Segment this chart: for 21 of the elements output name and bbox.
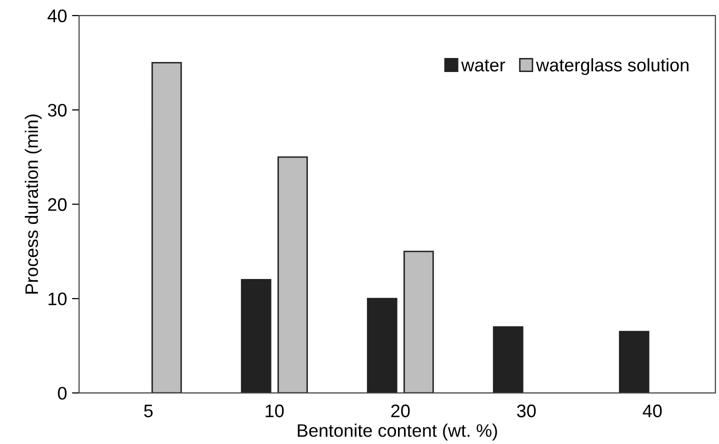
- x-tick-label: 30: [517, 404, 536, 418]
- bar: [618, 330, 650, 393]
- bar: [240, 279, 272, 393]
- legend-label: water: [461, 60, 506, 72]
- y-tick-label: 30: [48, 104, 67, 117]
- y-tick-label: 10: [48, 292, 67, 306]
- x-tick-label: 20: [391, 404, 410, 418]
- y-tick-label: 0: [58, 386, 67, 400]
- bar: [492, 326, 524, 393]
- bar: [403, 250, 434, 393]
- bar: [366, 298, 398, 393]
- legend-label: waterglass solution: [536, 58, 688, 76]
- y-tick-label: 20: [48, 198, 67, 211]
- x-tick-label: 5: [144, 404, 153, 418]
- x-tick-label: 10: [266, 404, 284, 418]
- x-tick-label: 40: [642, 404, 662, 418]
- y-axis-title: Process duration (min): [24, 114, 42, 294]
- y-tick-label: 40: [48, 9, 67, 22]
- bar: [151, 62, 182, 393]
- bar: [277, 156, 308, 393]
- x-axis-title: Bentonite content (wt. %): [298, 424, 497, 440]
